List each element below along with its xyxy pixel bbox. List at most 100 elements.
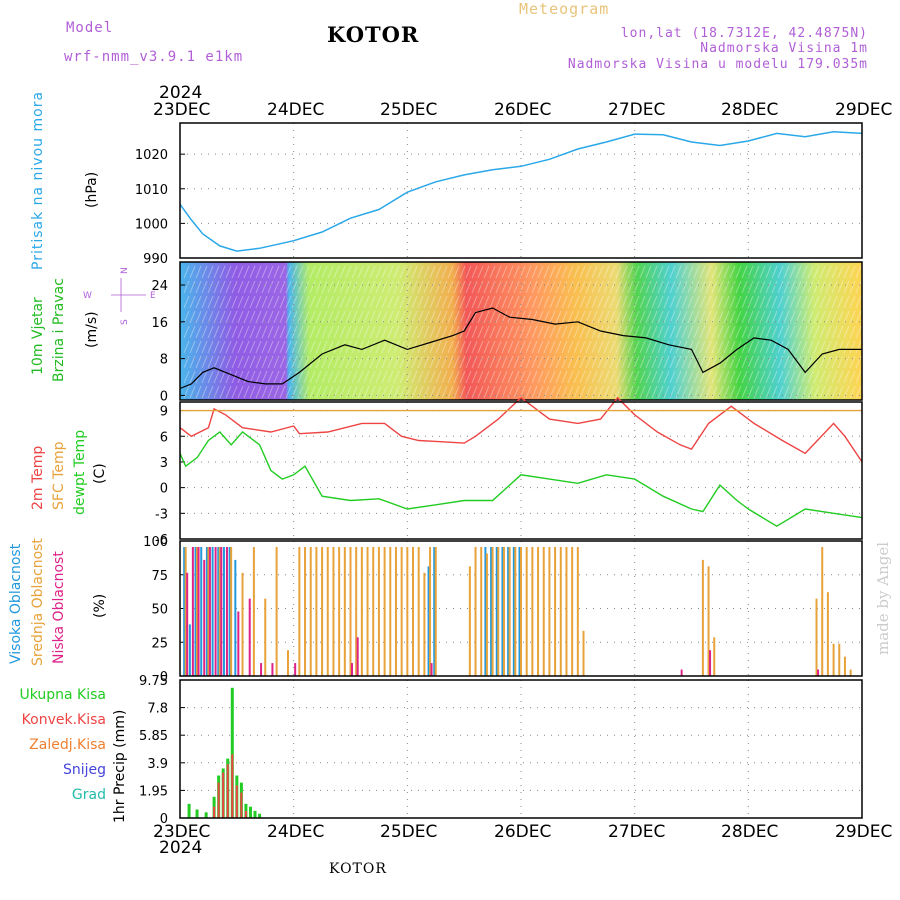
wind-barb: [819, 370, 826, 384]
wind-barb: [465, 325, 472, 339]
precip-conv-bar: [244, 810, 247, 818]
wind-barb: [465, 340, 472, 354]
cloud-low-bar: [356, 637, 359, 676]
wind-barb: [579, 280, 586, 294]
wind-barb: [363, 385, 370, 399]
wind-barb: [729, 295, 736, 309]
wind-barb: [459, 355, 466, 369]
wind-barb: [447, 355, 454, 369]
wind-barb: [441, 340, 448, 354]
wind-barb: [225, 280, 232, 294]
wind-barb: [465, 385, 472, 399]
wind-barb: [585, 265, 592, 279]
cloud-mid-bar: [338, 547, 341, 676]
wind-barb: [273, 385, 280, 399]
wind-barb: [189, 355, 196, 369]
wind-barb: [843, 280, 850, 294]
wind-barb: [381, 325, 388, 339]
wind-barb: [603, 280, 610, 294]
wind-barb: [261, 340, 268, 354]
wind-barb: [801, 265, 808, 279]
cloud-mid-bar: [826, 592, 829, 676]
wind-barb: [561, 310, 568, 324]
wind-barb: [795, 355, 802, 369]
wind-barb: [855, 370, 862, 384]
pressure-line: [179, 130, 863, 252]
wind-barb: [555, 265, 562, 279]
wind-barb: [333, 295, 340, 309]
precip-conv-bar: [231, 754, 234, 818]
wind-barb: [717, 310, 724, 324]
wind-barb: [393, 355, 400, 369]
wind-barb: [315, 355, 322, 369]
wind-barb: [765, 370, 772, 384]
wind-frame: [179, 261, 863, 401]
wind-barb: [693, 355, 700, 369]
wind-barb: [819, 295, 826, 309]
wind-barb: [651, 325, 658, 339]
wind-barb: [759, 265, 766, 279]
wind-barb: [555, 280, 562, 294]
wind-barb: [309, 325, 316, 339]
wind-barb: [219, 385, 226, 399]
wind-barb: [849, 325, 856, 339]
wind-barb: [813, 325, 820, 339]
wind-barb: [261, 310, 268, 324]
year-top: 2024: [159, 83, 203, 103]
wind-barb: [819, 310, 826, 324]
wind-barb: [237, 325, 244, 339]
wind-barb: [375, 340, 382, 354]
wind-barb: [405, 355, 412, 369]
wind-barb: [231, 370, 238, 384]
wind-barb: [321, 355, 328, 369]
cloud-mid-bar: [412, 547, 415, 676]
wind-barb: [657, 385, 664, 399]
cloud-mid-bar: [355, 547, 358, 676]
wind-barb: [711, 265, 718, 279]
cloud-mid-bar: [332, 547, 335, 676]
wind-barb: [363, 265, 370, 279]
wind-barb: [705, 265, 712, 279]
date-top-2: 25DEC: [380, 100, 438, 120]
cloud-mid-bar: [304, 547, 307, 676]
plot-layer: 990100010101020081624-6-3036902550751000…: [135, 122, 863, 827]
wind-barb: [369, 310, 376, 324]
wind-barb: [267, 280, 274, 294]
wind-barb: [837, 310, 844, 324]
wind-barb: [201, 325, 208, 339]
wind-barb: [501, 280, 508, 294]
wind-barb: [519, 340, 526, 354]
cloud-low-bar: [237, 611, 240, 676]
wind-barb: [855, 355, 862, 369]
wind-barb: [249, 280, 256, 294]
wind-barb: [393, 385, 400, 399]
wind-barb: [219, 370, 226, 384]
wind-barb: [609, 295, 616, 309]
wind-barb: [357, 310, 364, 324]
cloud-mid-bar: [491, 547, 494, 676]
wind-barb: [315, 280, 322, 294]
wind-barb: [567, 385, 574, 399]
wind-barb: [381, 280, 388, 294]
wind-barb: [231, 310, 238, 324]
wind-barb: [411, 310, 418, 324]
cloud-tick-1: 25: [151, 636, 168, 651]
wind-barb: [705, 325, 712, 339]
wind-barb: [369, 340, 376, 354]
wind-barb: [543, 310, 550, 324]
wind-ylabel-2: Brzina i Pravac: [51, 278, 67, 382]
wind-barb: [261, 295, 268, 309]
wind-barb: [729, 325, 736, 339]
wind-barb: [753, 265, 760, 279]
wind-barb: [297, 295, 304, 309]
wind-barb: [465, 370, 472, 384]
wind-barb: [393, 310, 400, 324]
cloud-high-bar: [211, 547, 214, 676]
wind-barb: [831, 385, 838, 399]
wind-barb: [249, 385, 256, 399]
wind-barb: [735, 355, 742, 369]
wind-barb: [609, 265, 616, 279]
wind-barb: [453, 325, 460, 339]
wind-barb: [351, 325, 358, 339]
wind-barb: [231, 355, 238, 369]
